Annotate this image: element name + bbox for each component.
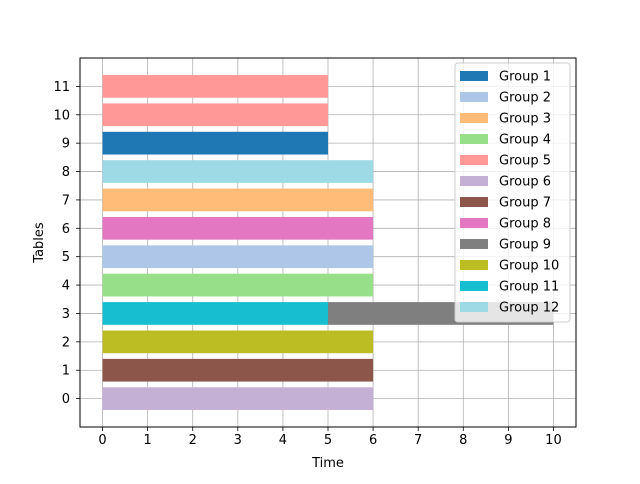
legend-swatch (460, 281, 488, 291)
y-tick-label: 11 (53, 80, 70, 95)
legend-label: Group 4 (499, 133, 551, 148)
legend-swatch (460, 260, 488, 270)
legend-label: Group 8 (499, 217, 551, 232)
x-tick-label: 4 (279, 433, 287, 448)
y-tick-label: 4 (62, 279, 70, 294)
legend-swatch (460, 176, 488, 186)
y-tick-label: 6 (62, 222, 70, 237)
bar-group-7-table-1 (102, 358, 374, 382)
legend-label: Group 9 (499, 238, 551, 253)
y-tick-label: 7 (62, 193, 70, 208)
legend-swatch (460, 218, 488, 228)
legend-label: Group 3 (499, 112, 551, 127)
y-tick-label: 5 (62, 250, 70, 265)
legend-swatch (460, 92, 488, 102)
bar-group-5-table-11 (102, 75, 328, 98)
y-axis-label: Tables (32, 222, 47, 264)
bar-group-12-table-8 (102, 160, 374, 183)
y-tick-label: 10 (53, 108, 70, 123)
legend-swatch (460, 155, 488, 165)
legend: Group 1 Group 2 Group 3 Group 4 Group 5 Group… (454, 62, 571, 323)
bar-group-8-table-6 (102, 216, 374, 240)
x-tick-label: 3 (234, 433, 242, 448)
legend-label: Group 10 (499, 259, 559, 274)
y-tick-label: 0 (62, 392, 70, 407)
legend-swatch (460, 239, 488, 249)
y-axis-ticks: 0 1 2 3 4 5 6 7 8 9 10 11 (53, 80, 80, 407)
x-tick-label: 6 (369, 433, 377, 448)
y-tick-label: 3 (62, 307, 70, 322)
legend-label: Group 5 (499, 154, 551, 169)
x-axis-label: Time (311, 456, 344, 471)
x-tick-label: 2 (189, 433, 197, 448)
x-tick-label: 5 (324, 433, 332, 448)
x-tick-label: 8 (459, 433, 467, 448)
y-tick-label: 1 (62, 364, 70, 379)
x-tick-label: 7 (414, 433, 422, 448)
bar-group-1-table-9 (102, 131, 328, 155)
legend-swatch (460, 113, 488, 123)
bar-group-6-table-0 (102, 387, 374, 410)
legend-label: Group 2 (499, 91, 551, 106)
legend-swatch (460, 134, 488, 144)
bar-group-11-table-3 (102, 302, 328, 325)
bar-group-4-table-4 (102, 273, 374, 297)
bar-group-5-table-10 (102, 103, 328, 127)
legend-label: Group 1 (499, 70, 551, 85)
legend-swatch (460, 302, 488, 312)
bar-group-2-table-5 (102, 245, 374, 269)
y-tick-label: 9 (62, 137, 70, 152)
legend-label: Group 6 (499, 175, 551, 190)
bar-group-3-table-7 (102, 188, 374, 212)
legend-label: Group 7 (499, 196, 551, 211)
x-tick-label: 9 (504, 433, 512, 448)
x-tick-label: 1 (143, 433, 151, 448)
legend-box (454, 62, 571, 323)
legend-label: Group 11 (499, 280, 559, 295)
y-tick-label: 2 (62, 335, 70, 350)
legend-swatch (460, 197, 488, 207)
legend-swatch (460, 71, 488, 81)
x-axis-ticks: 0 1 2 3 4 5 6 7 8 9 10 (98, 427, 562, 448)
x-tick-label: 0 (98, 433, 106, 448)
bar-group-10-table-2 (102, 330, 374, 354)
y-tick-label: 8 (62, 165, 70, 180)
legend-label: Group 12 (499, 301, 559, 316)
x-tick-label: 10 (545, 433, 562, 448)
